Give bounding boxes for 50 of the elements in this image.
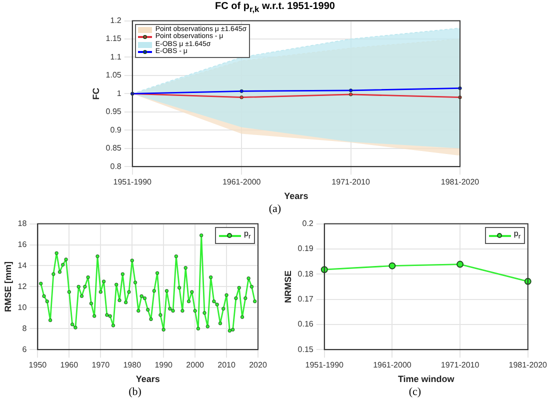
y-tick-label: 0.16 [298, 320, 314, 329]
text: (a) [268, 203, 282, 216]
y-tick-label: 1.2 [110, 16, 122, 26]
x-tick-label: 1971-2010 [440, 360, 480, 370]
x-tick-label: 1951-1990 [305, 360, 344, 370]
x-tick-label: 1971-2010 [332, 178, 370, 187]
x-tick-label: 1950 [28, 360, 48, 370]
y-tick-label: 14 [18, 260, 28, 270]
chart-title: FC of p$_{r,k}$ w.r.t. 1951-1990 [214, 0, 336, 14]
y-tick-label: 18 [18, 219, 28, 228]
y-tick-label: 0.95 [106, 107, 122, 116]
y-tick-label: 12 [18, 282, 28, 291]
y-axis-title: FC [90, 87, 101, 100]
y-tick-label: 0.19 [298, 244, 314, 254]
y-tick-label: 1.15 [106, 34, 122, 44]
x-tick-label: 1961-2000 [222, 178, 262, 187]
text: (c) [408, 386, 422, 399]
y-tick-label: 0.15 [298, 344, 314, 354]
legend-label: p$_{r}$ [514, 228, 521, 242]
x-axis-title: Years [136, 374, 160, 384]
x-axis-title: Time window [398, 374, 456, 384]
y-tick-label: 0.17 [298, 294, 314, 304]
x-tick-label: 1981-2020 [508, 360, 548, 370]
y-tick-label: 8 [22, 324, 28, 333]
x-axis-title: Years [284, 191, 308, 202]
x-tick-label: 1981-2020 [440, 178, 480, 187]
x-tick-label: 1961-2000 [373, 360, 412, 370]
y-tick-label: 6 [22, 344, 28, 354]
x-tick-label: 2020 [249, 360, 268, 370]
y-tick-label: 0.85 [106, 144, 122, 153]
x-tick-label: 1970 [92, 360, 110, 370]
y-axis-title: NRMSE [282, 270, 293, 303]
y-tick-label: 1.1 [110, 52, 122, 62]
x-tick-label: 1990 [154, 360, 174, 370]
text: (b) [128, 386, 142, 399]
legend-label: p$_{r}$ [244, 228, 251, 242]
y-tick-label: 0.2 [302, 219, 314, 228]
y-tick-label: 1.05 [106, 70, 122, 80]
x-tick-label: 1980 [123, 360, 142, 370]
y-tick-label: 0.8 [110, 162, 122, 171]
x-tick-label: 2000 [186, 360, 205, 370]
y-tick-label: 0.9 [110, 125, 122, 134]
x-tick-label: 1960 [60, 360, 79, 370]
y-tick-label: 1 [116, 88, 122, 98]
y-tick-label: 16 [18, 240, 28, 249]
x-tick-label: 1951-1990 [113, 178, 152, 187]
y-tick-label: 0.18 [298, 269, 314, 278]
y-tick-label: 10 [18, 302, 28, 312]
y-axis-title: RMSE [mm] [2, 261, 13, 312]
x-tick-label: 2010 [218, 360, 236, 370]
